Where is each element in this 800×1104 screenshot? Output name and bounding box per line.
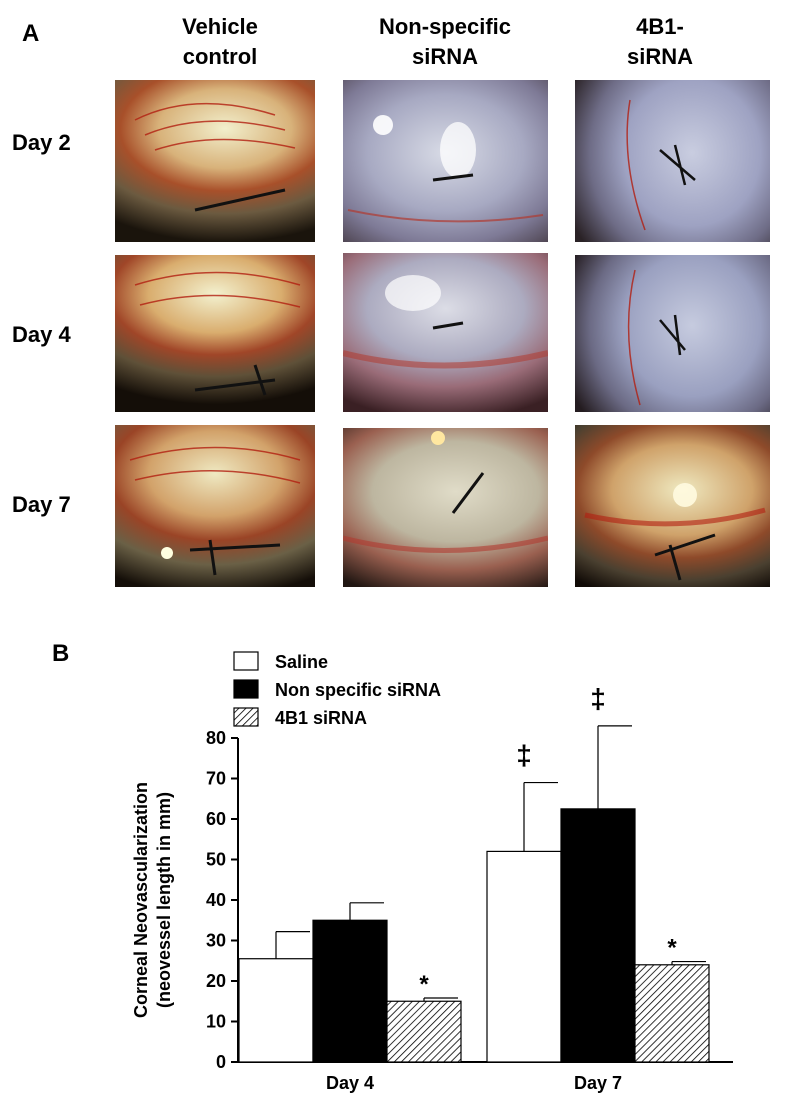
eye-photo-nonspecific-day-2 (343, 80, 548, 242)
y-axis-subtitle: (neovessel length in mm) (154, 792, 174, 1008)
bar-0-0 (238, 958, 314, 1063)
eye-photo-4b1-day-2 (575, 80, 770, 242)
eye-photo-vehicle-day-2 (115, 80, 315, 242)
panel-a-label: A (22, 20, 40, 47)
y-tick-label: 50 (206, 850, 226, 870)
bar-1-1 (560, 808, 636, 1063)
column-header-line: Non-specific (378, 14, 512, 39)
legend-swatch (233, 707, 259, 727)
eye-photo-vehicle-day-7 (115, 425, 315, 587)
legend-label: Non specific siRNA (275, 680, 441, 700)
eye-photo-vehicle-day-4 (115, 255, 315, 412)
y-axis-title: Corneal Neovascularization (131, 782, 151, 1018)
y-tick-label: 40 (206, 890, 226, 910)
legend-label: Saline (275, 652, 328, 672)
column-header-line: Vehicle (182, 14, 258, 39)
significance-marker: ‡ (590, 683, 606, 714)
y-tick-label: 60 (206, 809, 226, 829)
bar-1-0 (312, 919, 388, 1063)
bar-2-0 (386, 1000, 462, 1063)
significance-marker: * (419, 971, 429, 998)
y-tick-label: 20 (206, 971, 226, 991)
x-tick-label: Day 7 (574, 1073, 622, 1093)
column-header-line: siRNA (626, 44, 693, 69)
row-label-day-4: Day 4 (12, 322, 71, 347)
significance-marker: * (667, 935, 677, 962)
bar-0-1 (486, 850, 562, 1063)
eye-photo-4b1-day-7 (575, 425, 770, 587)
eye-photo-4b1-day-4 (575, 255, 770, 412)
column-header-4b1-sirna: 4B1- siRNA (600, 12, 720, 72)
y-tick-label: 10 (206, 1012, 226, 1032)
column-header-line: 4B1- (636, 14, 684, 39)
panel-b-label: B (52, 640, 70, 667)
bar-2-1 (634, 964, 710, 1063)
significance-marker: ‡ (516, 740, 532, 771)
x-tick-label: Day 4 (326, 1073, 374, 1093)
y-tick-label: 0 (216, 1052, 226, 1072)
column-header-line: control (182, 44, 258, 69)
column-header-nonspecific-sirna: Non-specific siRNA (355, 12, 535, 72)
row-label-day-7: Day 7 (12, 492, 71, 517)
y-tick-label: 70 (206, 769, 226, 789)
eye-photo-nonspecific-day-4 (343, 253, 548, 412)
y-tick-label: 80 (206, 728, 226, 748)
row-label-day-2: Day 2 (12, 130, 71, 155)
legend-swatch (233, 679, 259, 699)
y-tick-label: 30 (206, 931, 226, 951)
column-header-line: siRNA (411, 44, 478, 69)
column-header-vehicle-control: Vehicle control (150, 12, 290, 72)
legend-swatch (233, 651, 259, 671)
legend-label: 4B1 siRNA (275, 708, 367, 728)
bar-chart: 0 10 20 30 40 50 60 70 80 Corneal Neovascularizat… (131, 651, 733, 1093)
eye-photo-nonspecific-day-7 (343, 428, 548, 587)
